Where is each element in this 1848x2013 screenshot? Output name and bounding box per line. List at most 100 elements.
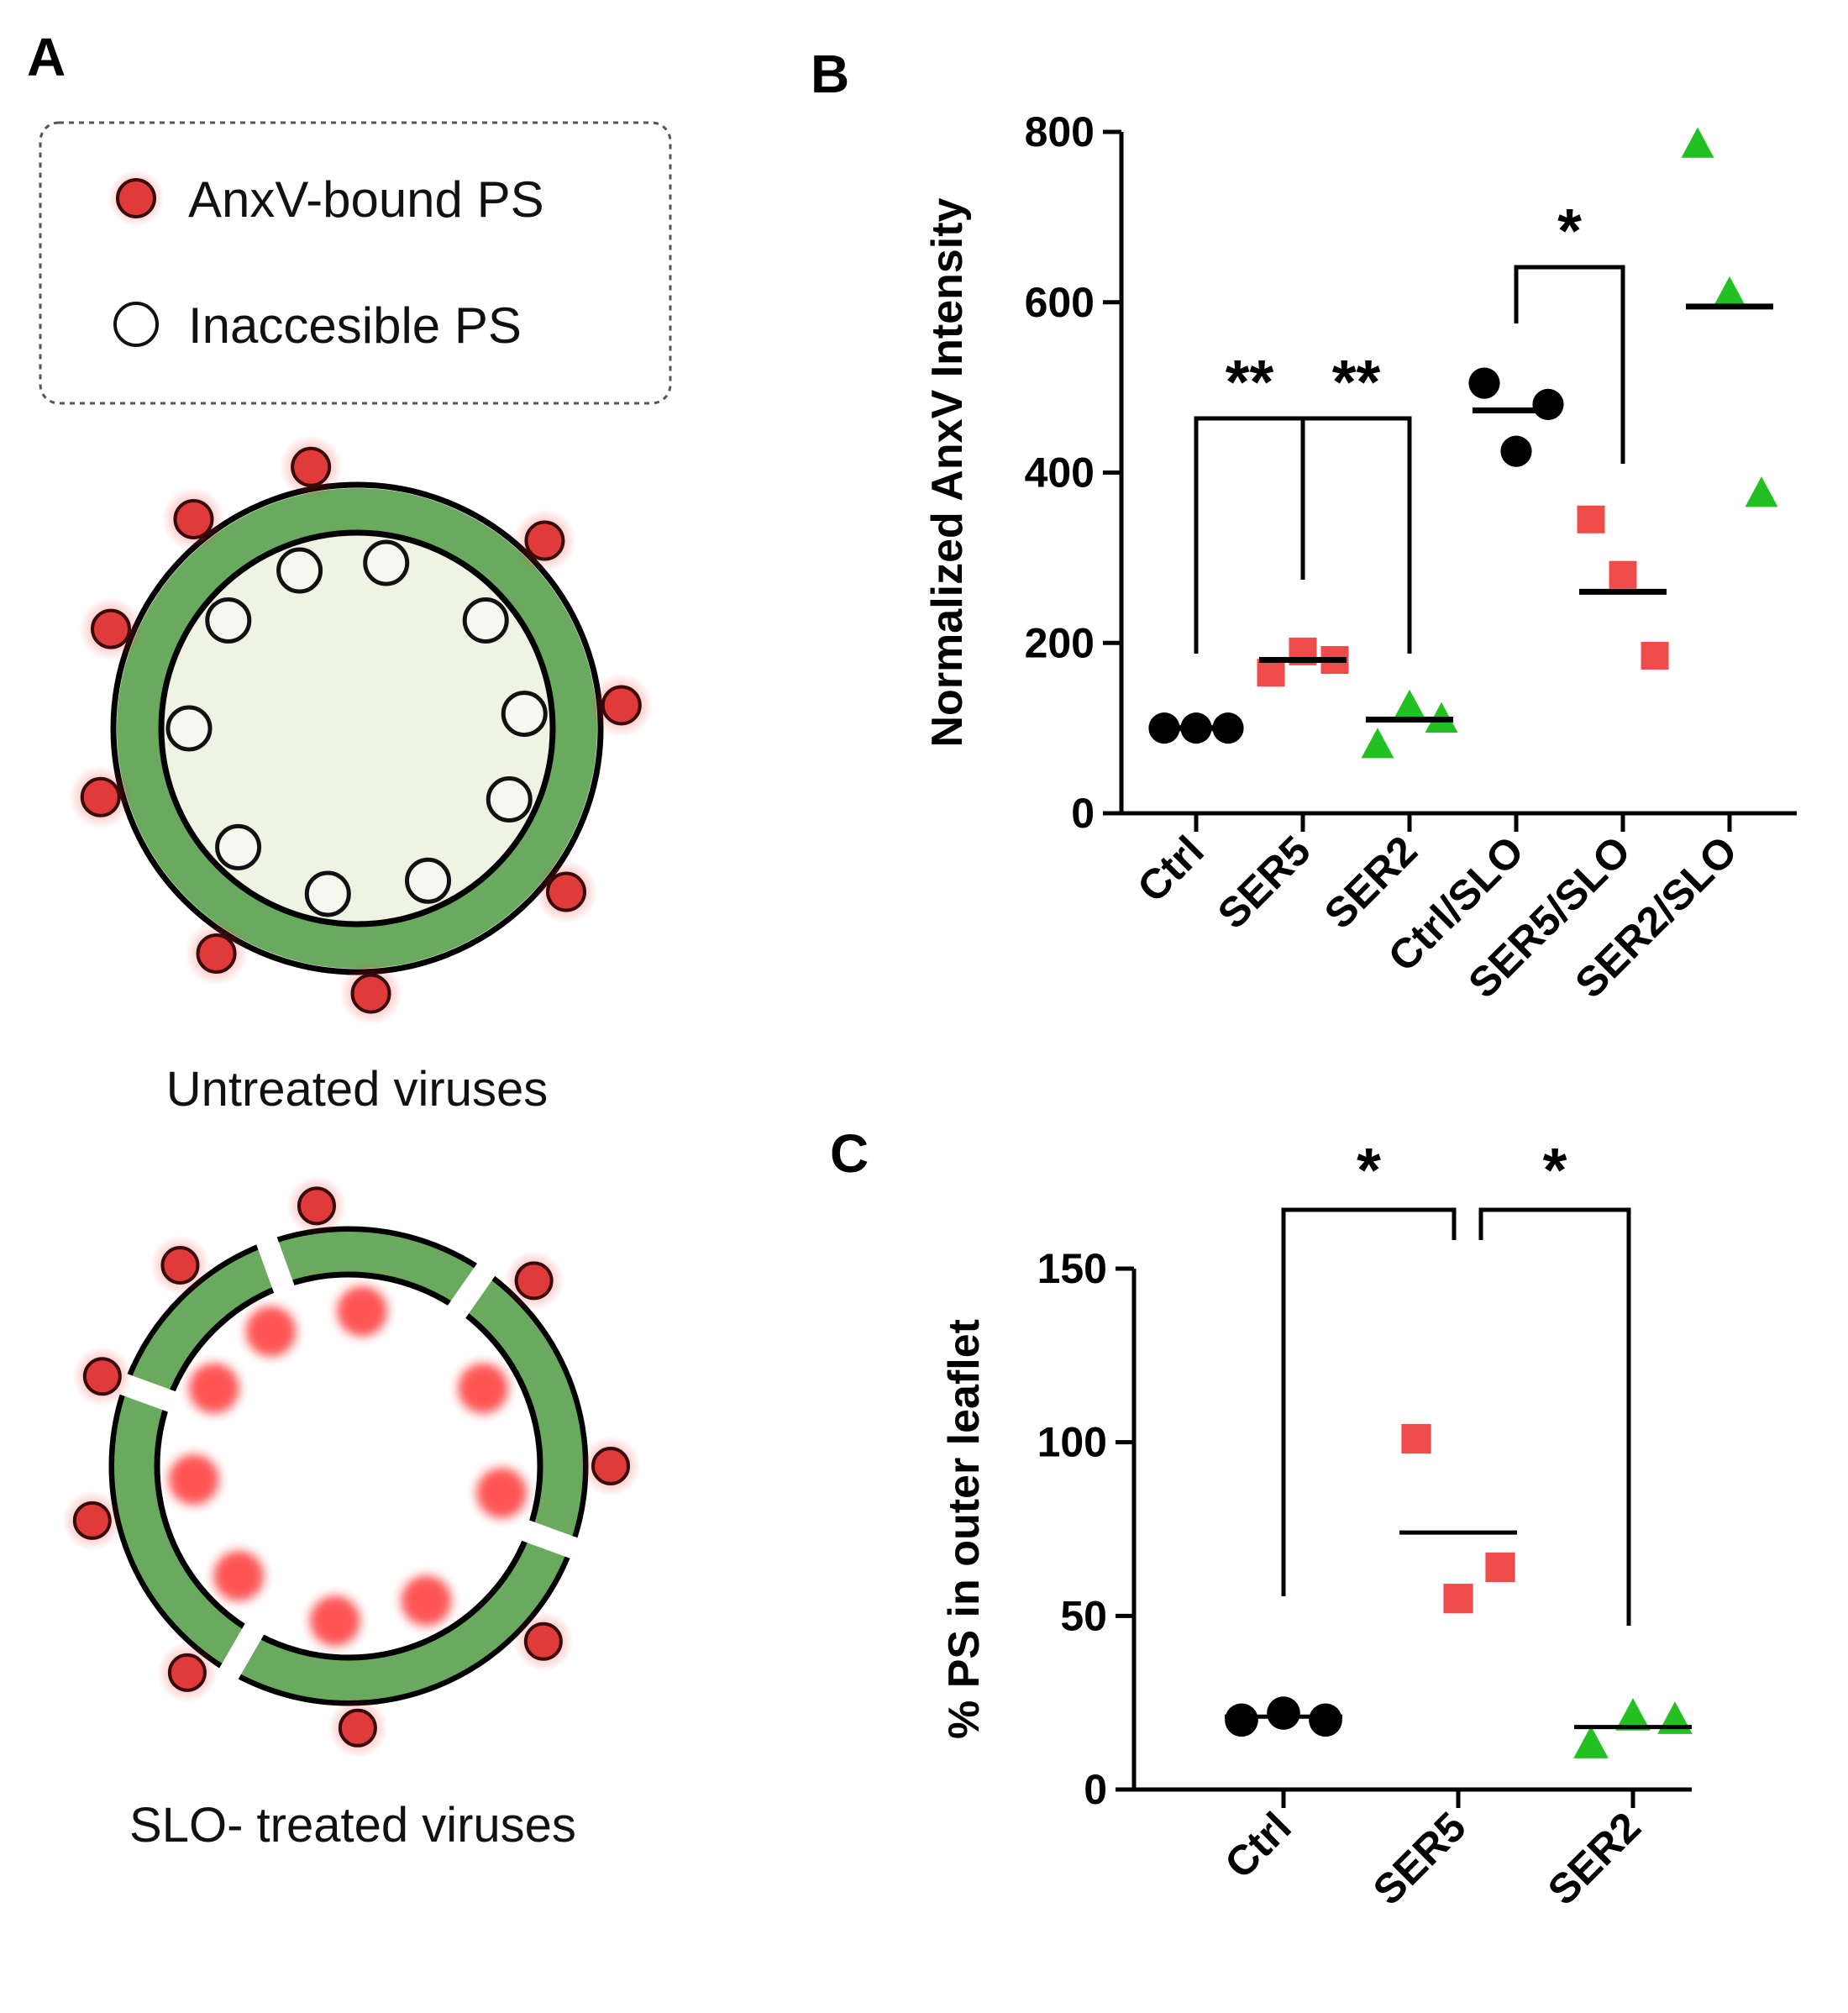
y-tick-label: 0 [1084,1766,1107,1813]
inaccessible-ps-dot [501,691,548,738]
significance-label: * [1357,1135,1381,1205]
y-tick-label: 0 [1071,790,1095,837]
data-point [1573,1726,1609,1758]
anxv-bound-ps-dot [338,1708,377,1748]
data-point [1267,1696,1300,1730]
y-tick-label: 400 [1025,449,1095,497]
exposed-ps-dot [213,1550,265,1601]
anxv-bound-ps-dot [514,1261,554,1301]
exposed-ps-dot [476,1468,528,1519]
anxv-bound-ps-dot [601,685,642,726]
anxv-bound-ps-dots-treated [61,1175,641,1758]
data-point [1225,1703,1258,1737]
anxv-bound-ps-dot [167,1653,207,1692]
data-point [1745,476,1778,507]
anxv-bound-ps-dot [91,608,132,649]
y-tick-label: 50 [1060,1592,1107,1639]
y-tick-label: 600 [1025,279,1095,326]
data-point [1393,689,1426,720]
data-point [1468,367,1500,399]
panel-b-letter: B [811,44,849,104]
data-point [1361,728,1394,759]
significance-label: ** [1332,347,1381,417]
exposed-ps-dot [188,1363,239,1414]
exposed-ps-dot [337,1285,388,1337]
significance-bracket [1300,416,1412,654]
inaccessible-ps-dot [205,597,252,644]
inaccessible-ps-dot [215,823,262,870]
panel-a-letter: A [27,27,66,87]
inaccessible-ps-dot [165,705,213,752]
membrane-pore [514,1517,590,1563]
anxv-bound-ps-dot [524,520,565,561]
data-point [1401,1423,1431,1454]
significance-label: * [1543,1135,1567,1205]
anxv-bound-ps-dot [160,1245,200,1285]
significance-bracket [1281,1207,1457,1596]
x-tick-label: Ctrl [1128,827,1212,911]
legend-box: AnxV-bound PS Inaccesible PS [39,121,672,405]
data-point [1713,276,1746,307]
data-point [1309,1703,1342,1737]
y-tick-label: 150 [1037,1245,1107,1292]
data-point [1532,388,1564,420]
hollow-dot-icon [113,302,159,347]
untreated-virus-diagram [68,434,654,1026]
data-point [1641,641,1669,670]
membrane-pores [108,1225,590,1690]
chart-b: Normalized AnxV Intensity 0 200 400 600 800 C… [923,108,1797,1007]
anxv-bound-ps-dot [196,933,237,974]
inaccessible-ps-dot [405,857,452,904]
data-point [1500,435,1532,467]
exposed-ps-dots [168,1285,528,1647]
inaccessible-ps-dot [486,776,533,823]
anxv-bound-ps-dot [291,446,332,487]
y-tick-label: 200 [1025,619,1095,666]
slo-treated-label: SLO- treated viruses [129,1798,576,1853]
x-tick-label: SER5 [1364,1803,1475,1914]
membrane-pore [213,1616,268,1690]
anxv-bound-ps-dots [68,434,654,1026]
exposed-ps-dot [245,1306,297,1357]
x-tick-label: SER5 [1209,827,1320,938]
significance-label: ** [1226,347,1274,417]
y-tick-label: 100 [1037,1419,1107,1466]
chart-b-ylabel: Normalized AnxV Intensity [923,197,972,747]
significance-bracket [1194,416,1305,654]
exposed-ps-dot [168,1454,219,1506]
slo-treated-virus-diagram [61,1175,641,1758]
exposed-ps-dot [309,1595,360,1647]
data-point [1485,1552,1515,1583]
data-point [1609,560,1637,589]
anxv-bound-ps-dot [350,973,391,1014]
legend-label-anxv: AnxV-bound PS [188,171,544,228]
membrane-pore [443,1253,502,1325]
x-tick-label: Ctrl [1215,1803,1299,1887]
data-point [1443,1584,1473,1614]
red-dot-icon [116,178,156,218]
significance-bracket [1478,1207,1631,1626]
y-tick-label: 800 [1025,108,1095,155]
anxv-bound-ps-dot [80,776,121,817]
inaccessible-ps-dot [462,597,509,644]
anxv-bound-ps-dot [297,1186,336,1226]
data-point [1577,505,1605,533]
significance-label: * [1557,196,1582,265]
chart-c-ylabel: % PS in outer leaflet [940,1319,989,1739]
inaccessible-ps-dot [276,547,323,594]
anxv-bound-ps-dot [82,1357,122,1396]
data-point [1257,659,1285,687]
inaccessible-ps-dots [165,539,548,917]
panel-c-letter: C [830,1123,869,1184]
exposed-ps-dot [458,1363,509,1414]
anxv-bound-ps-dot [72,1501,112,1540]
inaccessible-ps-dot [363,539,410,586]
chart-c: % PS in outer leaflet 0 50 100 150 Ctrl SER5 S… [940,1135,1693,1914]
anxv-bound-ps-dot [591,1447,630,1485]
data-point [1615,1698,1651,1731]
data-point [1681,127,1714,158]
anxv-bound-ps-dot [546,871,587,912]
legend-label-inaccessible: Inaccesible PS [188,297,522,354]
